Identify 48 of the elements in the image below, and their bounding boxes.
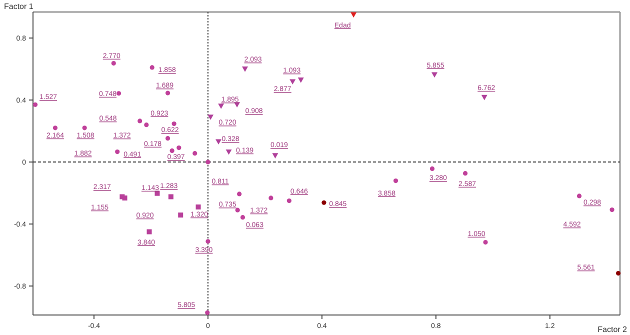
point [146,229,152,234]
point [116,91,122,96]
point [205,310,210,315]
point [111,61,116,66]
point [430,166,435,171]
point [165,90,170,96]
point [206,239,210,244]
point [168,194,174,200]
point [350,12,357,18]
point [286,198,292,204]
point [144,122,149,128]
point [192,151,198,156]
point [115,150,120,154]
point [170,148,174,154]
point [178,212,184,218]
point [290,79,296,85]
point [393,178,398,184]
point [322,200,326,205]
point [272,153,278,158]
point [138,118,142,124]
point [237,192,242,196]
point [216,139,222,145]
point [52,126,58,130]
point [226,149,232,155]
x-axis-title: Factor 2 [598,325,628,334]
point [483,240,488,245]
point [196,204,201,210]
point [165,136,170,141]
point [235,208,240,212]
point [242,66,248,72]
point [206,160,210,164]
point [298,78,304,83]
point [576,194,582,198]
point [32,102,38,107]
point [610,207,614,212]
point [462,171,468,176]
point [481,94,488,100]
point [208,114,214,120]
point [150,65,154,70]
point [218,104,224,109]
point [82,126,87,130]
point [240,215,246,220]
point [616,271,621,276]
point [172,121,176,126]
point [268,196,274,200]
point [176,145,182,150]
point [122,195,128,200]
y-axis-title: Factor 1 [4,2,34,11]
